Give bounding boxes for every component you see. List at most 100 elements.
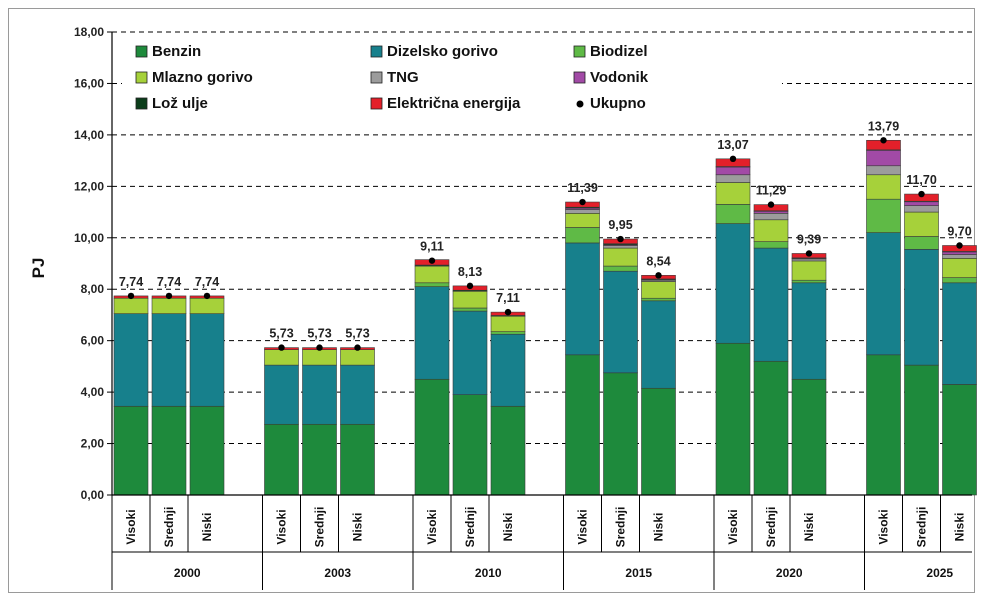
bar-segment	[340, 349, 375, 366]
legend-swatch	[135, 71, 148, 84]
y-tick-label: 10,00	[74, 231, 104, 245]
bar-segment	[151, 405, 187, 496]
bar-segment	[302, 423, 337, 496]
bar-segment	[866, 232, 901, 356]
y-tick-label: 6,00	[81, 334, 105, 348]
total-marker	[278, 344, 285, 351]
total-marker	[956, 242, 963, 249]
bar-segment	[942, 282, 977, 385]
bar-segment	[641, 300, 676, 389]
bar-segment	[490, 331, 526, 335]
bar-segment	[151, 297, 187, 314]
total-value-label: 8,54	[646, 254, 670, 268]
x-category-label: Visoki	[576, 509, 590, 544]
legend-label: Lož ulje	[152, 95, 208, 112]
bar-segment	[904, 236, 939, 250]
bar-segment	[942, 258, 977, 278]
total-value-label: 7,74	[119, 275, 143, 289]
total-marker	[127, 292, 135, 300]
bar-segment	[151, 313, 187, 407]
bar-segment	[791, 279, 827, 284]
legend-label: Benzin	[152, 43, 201, 60]
x-category-label: Visoki	[275, 509, 289, 544]
total-marker	[579, 198, 586, 206]
y-tick-label: 4,00	[81, 385, 105, 399]
bar-segment	[452, 394, 488, 496]
x-group-label: 2020	[776, 566, 803, 580]
legend-label: Biodizel	[590, 43, 648, 60]
bar-segment	[414, 378, 450, 496]
x-category-label: Srednji	[915, 507, 929, 548]
bar-segment	[904, 201, 939, 206]
total-value-label: 7,74	[157, 275, 181, 289]
total-value-label: 5,73	[345, 327, 369, 341]
bar-segment	[715, 342, 751, 496]
x-category-label: Visoki	[726, 509, 740, 544]
bar-segment	[189, 313, 225, 407]
bar-segment	[490, 333, 526, 407]
bar-segment	[753, 247, 789, 362]
x-group-label: 2010	[475, 566, 502, 580]
bar-segment	[302, 349, 337, 366]
bar-segment	[603, 270, 638, 374]
bar-segment	[641, 281, 676, 299]
bar-segment	[904, 211, 939, 237]
bar-segment	[753, 219, 789, 242]
x-category-label: Niski	[200, 513, 214, 542]
total-marker	[655, 272, 662, 279]
x-group-label: 2003	[324, 566, 351, 580]
bar-segment	[715, 204, 751, 224]
total-value-label: 5,73	[307, 327, 331, 341]
legend-background	[122, 38, 782, 122]
bar-segment	[490, 315, 526, 332]
bar-segment	[866, 354, 901, 496]
legend-label: Vodonik	[590, 69, 649, 86]
legend: Benzin Dizelsko gorivo Biodizel Mlazno gori…	[122, 38, 782, 122]
total-marker	[767, 201, 775, 208]
bar-segment	[603, 372, 638, 496]
total-value-label: 7,74	[195, 275, 219, 289]
bar-segment	[189, 297, 225, 314]
x-category-label: Srednji	[764, 507, 778, 548]
bar-segment	[565, 209, 600, 214]
total-value-label: 13,07	[717, 138, 748, 152]
x-axis-categories: Visoki Srednji Niski 2000 Visoki Srednji Niski…	[124, 507, 967, 580]
y-tick-label: 0,00	[81, 488, 105, 502]
bar-segment	[414, 282, 450, 287]
total-marker	[354, 344, 361, 351]
bar-segment	[452, 307, 488, 312]
bar-segment	[340, 364, 375, 425]
bar-segment	[452, 290, 488, 309]
bar-segment	[113, 297, 149, 314]
bar-segment	[866, 165, 901, 176]
total-marker	[729, 155, 737, 163]
y-tick-label: 18,00	[74, 25, 104, 39]
bar-segment	[565, 242, 600, 356]
total-marker	[880, 137, 887, 144]
bar-segment	[490, 405, 526, 496]
legend-swatch	[135, 45, 148, 58]
legend-label: Ukupno	[590, 95, 646, 112]
total-value-label: 8,13	[458, 265, 482, 279]
bar-segment	[113, 405, 149, 496]
x-category-label: Niski	[351, 513, 365, 542]
x-category-label: Srednji	[162, 507, 176, 548]
legend-swatch	[135, 97, 148, 110]
legend-marker	[576, 100, 584, 108]
legend-label: Mlazno gorivo	[152, 69, 253, 86]
legend-swatch	[370, 97, 383, 110]
total-value-label: 11,39	[567, 181, 598, 195]
total-value-label: 9,11	[420, 240, 444, 254]
bar-segment	[189, 405, 225, 496]
bar-segment	[791, 282, 827, 380]
total-marker	[504, 308, 512, 316]
legend-swatch	[370, 71, 383, 84]
bar-segment	[715, 166, 751, 176]
bar-segment	[641, 297, 676, 302]
y-axis-label: PJ	[29, 258, 48, 279]
bar-segment	[452, 310, 488, 395]
legend-swatch	[573, 45, 586, 58]
x-category-label: Srednji	[463, 507, 477, 548]
bar-segment	[340, 423, 375, 496]
